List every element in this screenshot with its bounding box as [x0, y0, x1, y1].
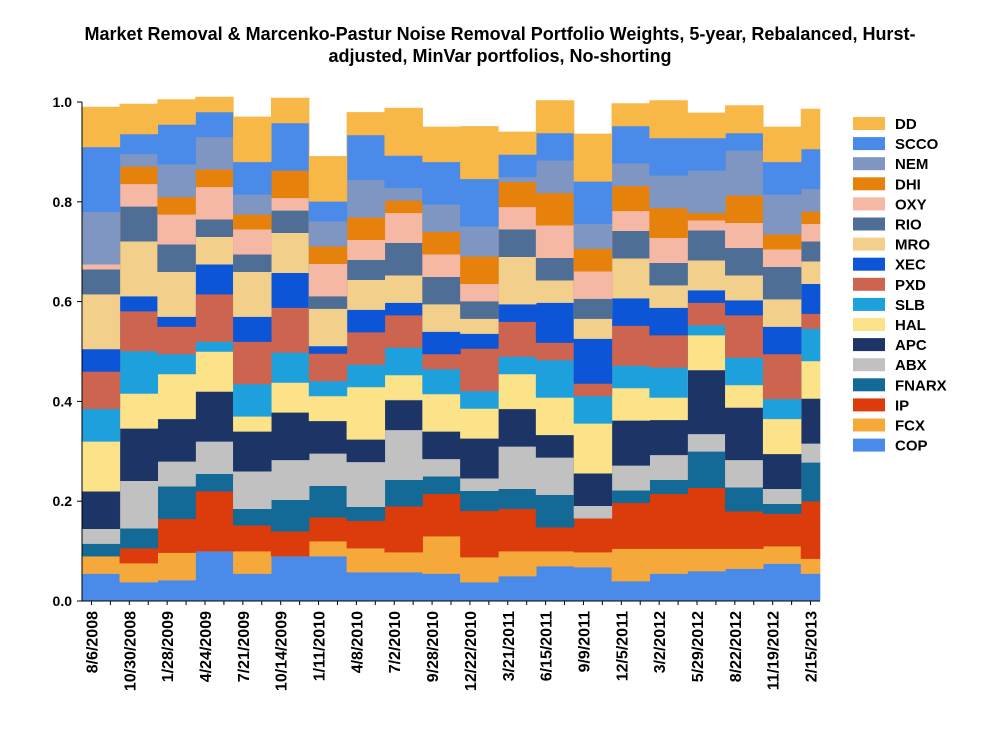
x-tick-label: 3/21/2011 — [501, 611, 518, 681]
plot-area — [81, 96, 821, 602]
legend-swatch-abx — [853, 358, 885, 372]
y-tick-label: 0.0 — [53, 593, 73, 609]
legend-label-hal: HAL — [895, 317, 926, 334]
y-tick-label: 1.0 — [53, 94, 73, 110]
legend-swatch-nem — [853, 157, 885, 171]
legend-swatch-hal — [853, 318, 885, 331]
legend-swatch-mro — [853, 237, 885, 251]
legend-swatch-cop — [853, 438, 885, 452]
x-tick-label: 10/14/2009 — [274, 611, 291, 691]
x-tick-label: 2/15/2013 — [804, 611, 821, 682]
legend-swatch-slb — [853, 297, 885, 311]
x-tick-label: 7/2/2010 — [387, 611, 404, 673]
legend-label-pxd: PXD — [895, 277, 926, 294]
x-tick-label: 12/22/2010 — [463, 611, 480, 691]
legend-swatch-apc — [853, 338, 885, 352]
legend-label-nem: NEM — [895, 156, 928, 173]
legend-swatch-dhi — [853, 177, 885, 191]
legend-swatch-rio — [853, 217, 885, 231]
legend-label-fnarx: FNARX — [895, 377, 947, 394]
y-tick-label: 0.2 — [53, 493, 73, 509]
x-tick-label: 9/28/2010 — [425, 611, 442, 682]
x-tick-label: 1/11/2010 — [312, 611, 329, 681]
legend-label-slb: SLB — [895, 297, 925, 314]
legend-label-xec: XEC — [895, 257, 926, 274]
series-area-dd — [81, 96, 821, 202]
chart-title-line-1: Market Removal & Marcenko-Pastur Noise R… — [85, 24, 916, 44]
x-tick-label: 12/5/2011 — [614, 611, 631, 681]
legend-label-rio: RIO — [895, 217, 922, 234]
legend-label-fcx: FCX — [895, 418, 925, 435]
legend-label-dd: DD — [895, 116, 917, 133]
x-axis: 8/6/2008 10/30/2008 1/28/2009 4/24/2009 7/21… — [82, 600, 821, 691]
x-tick-label: 4/24/2009 — [198, 611, 215, 682]
x-tick-label: 3/2/2012 — [652, 611, 669, 673]
legend-swatch-dd — [853, 117, 885, 130]
legend-label-cop: COP — [895, 438, 928, 455]
x-tick-label: 8/6/2008 — [84, 611, 101, 673]
x-tick-label: 1/28/2009 — [160, 611, 177, 682]
y-axis: 0.0 0.2 0.4 0.6 0.8 1.0 — [53, 94, 83, 609]
x-tick-label: 8/22/2012 — [728, 611, 745, 682]
legend-label-mro: MRO — [895, 237, 930, 254]
legend-swatch-pxd — [853, 277, 885, 291]
x-tick-label: 5/29/2012 — [690, 611, 707, 682]
legend-swatch-scco — [853, 137, 885, 151]
x-tick-label: 10/30/2008 — [122, 611, 139, 691]
y-tick-label: 0.4 — [53, 393, 73, 409]
legend-label-dhi: DHI — [895, 176, 921, 193]
x-tick-label: 9/9/2011 — [576, 611, 593, 673]
legend-label-oxy: OXY — [895, 196, 927, 213]
x-tick-label: 4/8/2010 — [349, 611, 366, 673]
y-tick-label: 0.6 — [53, 294, 73, 310]
x-tick-label: 7/21/2009 — [236, 611, 253, 682]
legend-label-scco: SCCO — [895, 136, 939, 153]
legend-swatch-fcx — [853, 418, 885, 432]
legend-swatch-oxy — [853, 197, 885, 211]
x-tick-label: 6/15/2011 — [539, 611, 556, 681]
legend: DD SCCO NEM DHI OXY RIO MRO XEC PXD SLB HAL APC ABX F… — [853, 116, 947, 455]
chart-title-line-2: adjusted, MinVar portfolios, No-shorting — [328, 46, 671, 66]
x-tick-label: 11/19/2012 — [766, 611, 783, 690]
legend-label-abx: ABX — [895, 357, 927, 374]
legend-swatch-xec — [853, 257, 885, 271]
legend-label-apc: APC — [895, 337, 927, 354]
legend-swatch-ip — [853, 398, 885, 412]
legend-label-ip: IP — [895, 397, 909, 414]
legend-swatch-fnarx — [853, 378, 885, 392]
y-tick-label: 0.8 — [53, 194, 73, 210]
